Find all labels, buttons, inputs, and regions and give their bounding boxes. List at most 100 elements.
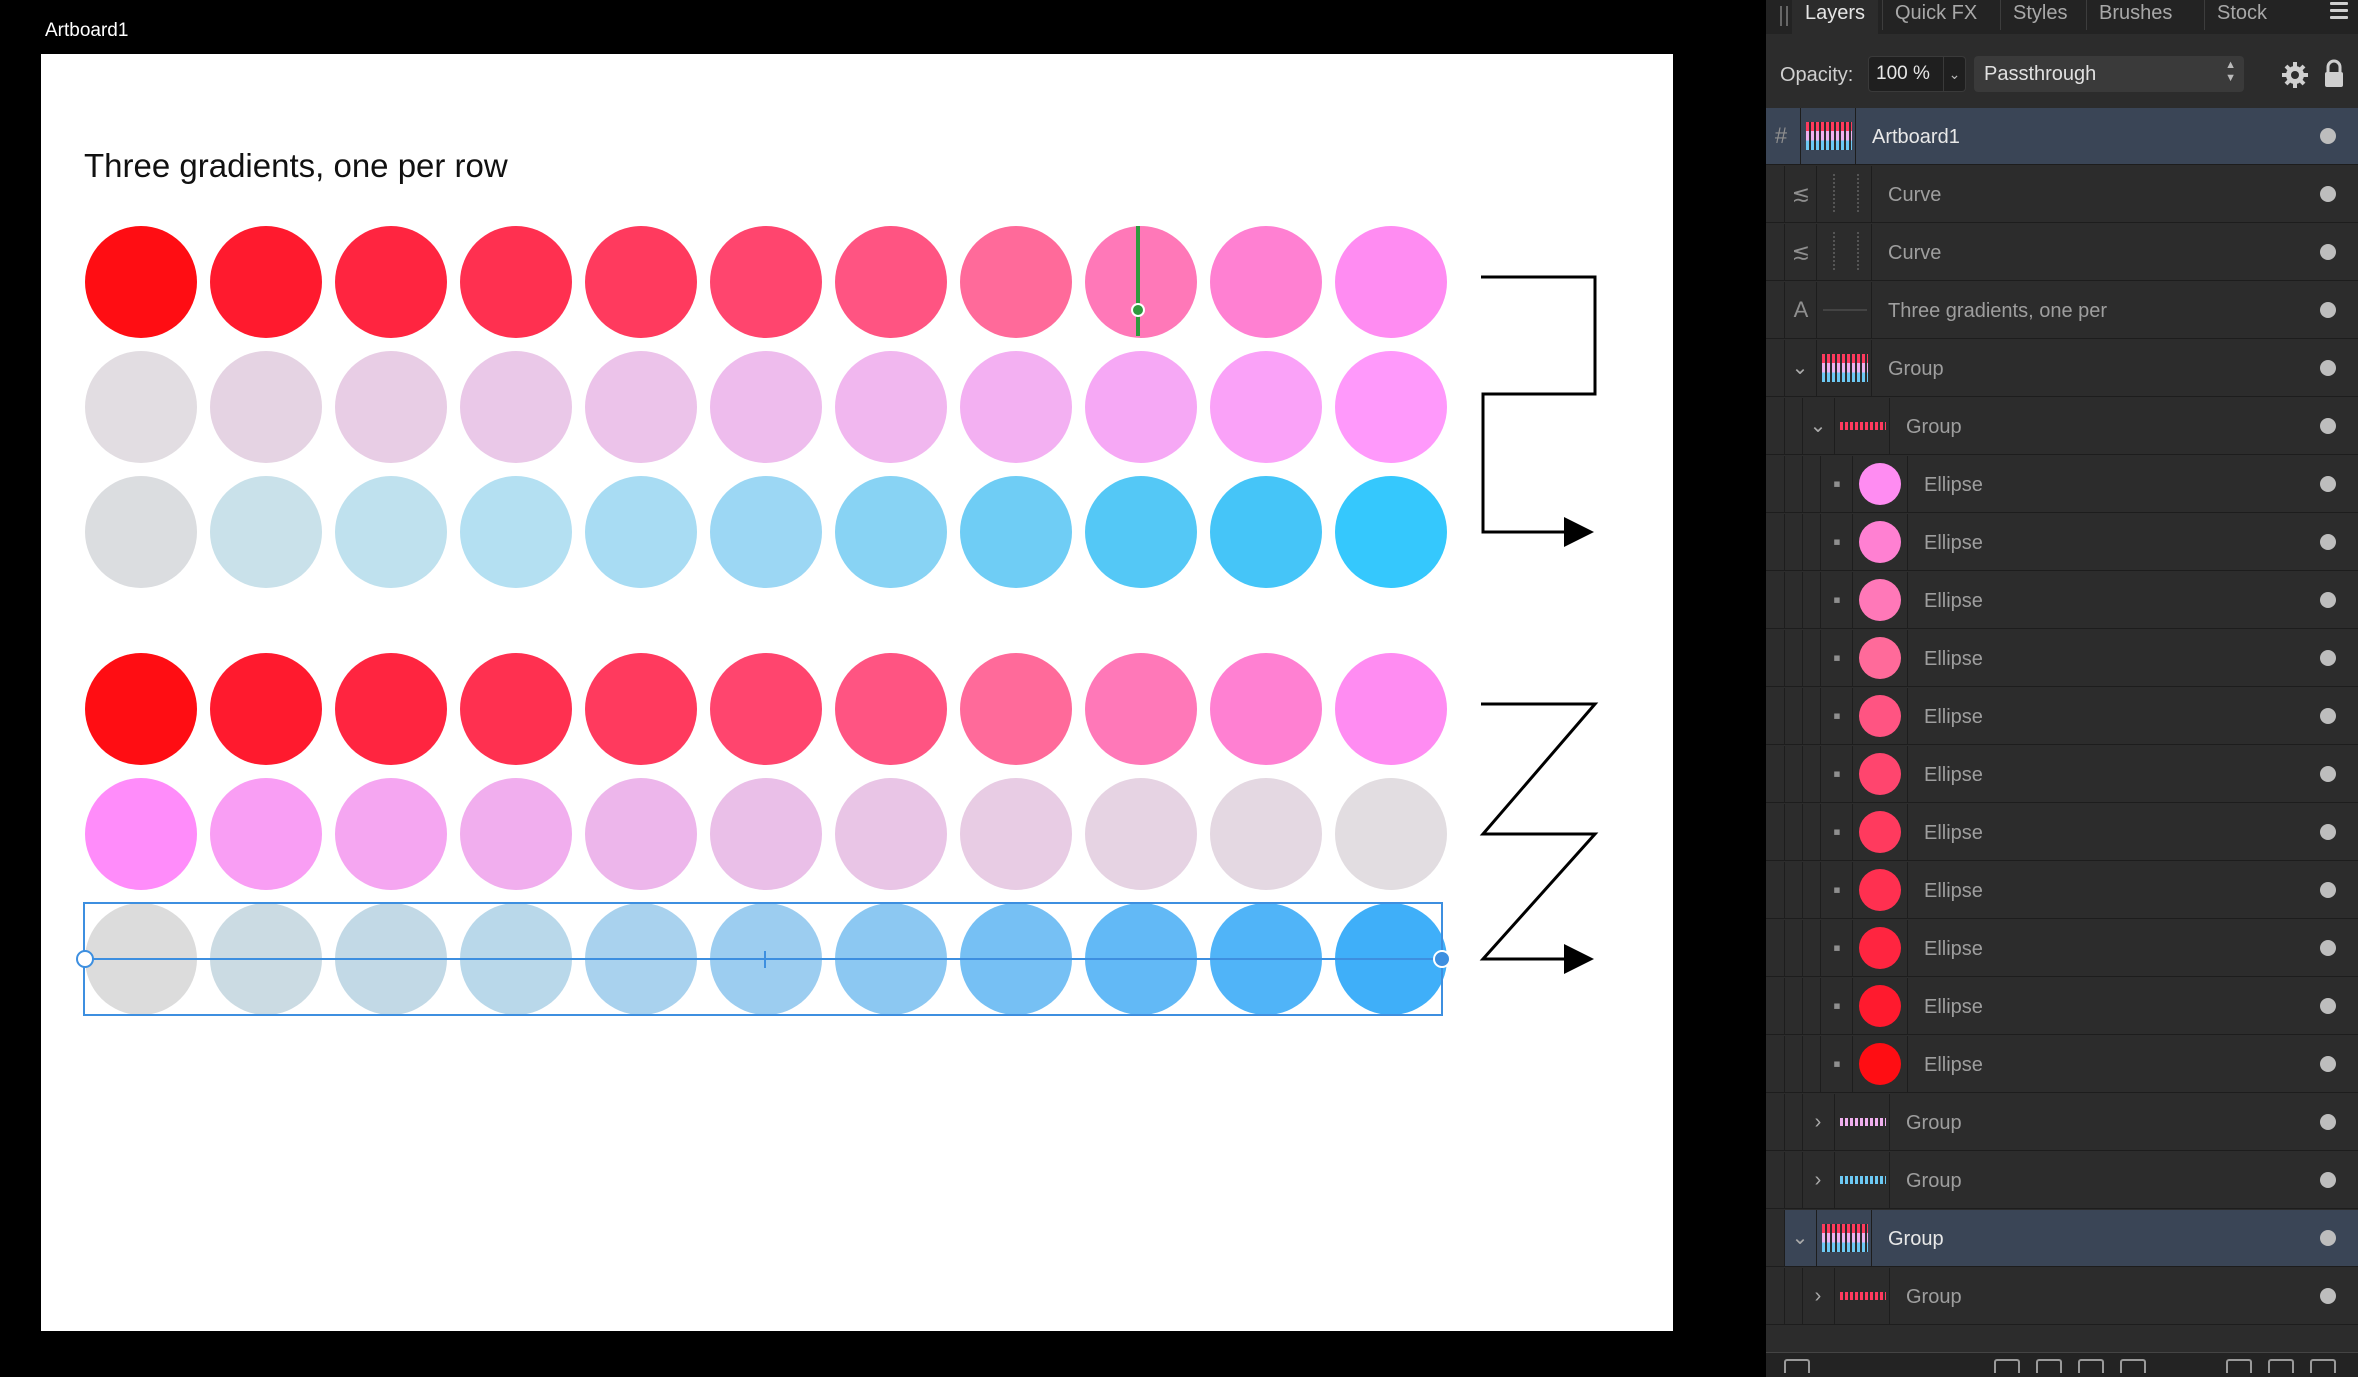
panel-grip-icon[interactable] — [1780, 6, 1788, 26]
gradient-circle[interactable] — [710, 778, 822, 890]
visibility-dot-icon[interactable] — [2320, 1114, 2336, 1130]
gradient-circle[interactable] — [85, 653, 197, 765]
footer-fx-icon[interactable] — [2078, 1359, 2104, 1373]
gradient-circle[interactable] — [710, 476, 822, 588]
gradient-circle[interactable] — [460, 778, 572, 890]
layer-name[interactable]: Three gradients, one per — [1888, 300, 2108, 322]
gradient-handle-vertical[interactable] — [1131, 226, 1145, 336]
visibility-dot-icon[interactable] — [2320, 476, 2336, 492]
visibility-dot-icon[interactable] — [2320, 940, 2336, 956]
layer-name[interactable]: Ellipse — [1924, 880, 1983, 902]
gradient-circle[interactable] — [1085, 476, 1197, 588]
layer-row-ellipse[interactable]: ▪ Ellipse — [1766, 978, 2358, 1035]
gradient-circle[interactable] — [585, 226, 697, 338]
gradient-circle[interactable] — [1085, 351, 1197, 463]
canvas-area[interactable]: Artboard1 Three gradients, one per row — [0, 0, 1766, 1376]
gradient-circle[interactable] — [960, 653, 1072, 765]
gradient-circle[interactable] — [335, 351, 447, 463]
gradient-circle[interactable] — [335, 778, 447, 890]
gradient-circle[interactable] — [710, 653, 822, 765]
layer-row-curve[interactable]: ≲ Curve — [1766, 224, 2358, 281]
layer-name[interactable]: Group — [1906, 1112, 1962, 1134]
gradient-circle[interactable] — [1335, 653, 1447, 765]
chevron-right-icon[interactable]: › — [1814, 1169, 1822, 1191]
layer-name[interactable]: Artboard1 — [1872, 126, 1960, 148]
chevron-down-icon[interactable]: ⌄ — [1791, 357, 1809, 379]
visibility-dot-icon[interactable] — [2320, 824, 2336, 840]
layer-list[interactable]: # Artboard1 ≲ Curve ≲ Curve A Three gradients, … — [1766, 108, 2358, 1352]
lock-icon[interactable] — [2322, 58, 2346, 90]
flow-curve-2[interactable] — [1479, 702, 1599, 961]
visibility-dot-icon[interactable] — [2320, 360, 2336, 376]
gradient-circle[interactable] — [335, 226, 447, 338]
visibility-dot-icon[interactable] — [2320, 1230, 2336, 1246]
layer-row-group[interactable]: › Group — [1766, 1152, 2358, 1209]
gradient-circle[interactable] — [835, 351, 947, 463]
gradient-circle[interactable] — [85, 226, 197, 338]
gradient-start-handle[interactable] — [76, 950, 94, 968]
layers-panel[interactable]: Layers Quick FX Styles Brushes Stock Opa… — [1766, 0, 2358, 1377]
gradient-circle[interactable] — [460, 476, 572, 588]
layer-name[interactable]: Ellipse — [1924, 996, 1983, 1018]
layer-row-group[interactable]: ⌄ Group — [1766, 340, 2358, 397]
panel-menu-icon[interactable] — [2330, 2, 2348, 22]
gradient-circle[interactable] — [210, 476, 322, 588]
visibility-dot-icon[interactable] — [2320, 766, 2336, 782]
artboard[interactable]: Three gradients, one per row — [41, 54, 1673, 1331]
gradient-circle[interactable] — [710, 351, 822, 463]
layer-name[interactable]: Ellipse — [1924, 764, 1983, 786]
layer-row-ellipse[interactable]: ▪ Ellipse — [1766, 630, 2358, 687]
visibility-dot-icon[interactable] — [2320, 186, 2336, 202]
visibility-dot-icon[interactable] — [2320, 302, 2336, 318]
gradient-circle[interactable] — [585, 476, 697, 588]
layer-row-ellipse[interactable]: ▪ Ellipse — [1766, 1036, 2358, 1093]
layer-row-ellipse[interactable]: ▪ Ellipse — [1766, 688, 2358, 745]
selection-box[interactable] — [76, 902, 1451, 1016]
tab-stock[interactable]: Stock — [2217, 2, 2268, 24]
gradient-circle[interactable] — [1085, 778, 1197, 890]
gradient-circle[interactable] — [85, 476, 197, 588]
flow-curve-1[interactable] — [1481, 275, 1597, 534]
gradient-circle[interactable] — [1210, 351, 1322, 463]
layer-row-text[interactable]: A Three gradients, one per — [1766, 282, 2358, 339]
visibility-dot-icon[interactable] — [2320, 708, 2336, 724]
chevron-right-icon[interactable]: › — [1814, 1111, 1822, 1133]
gradient-circle[interactable] — [585, 778, 697, 890]
footer-button-icon[interactable] — [1784, 1359, 1810, 1373]
opacity-input[interactable]: 100 % — [1868, 56, 1944, 92]
layer-row-curve[interactable]: ≲ Curve — [1766, 166, 2358, 223]
layer-row-ellipse[interactable]: ▪ Ellipse — [1766, 746, 2358, 803]
layer-name[interactable]: Group — [1906, 1170, 1962, 1192]
layer-row-ellipse[interactable]: ▪ Ellipse — [1766, 572, 2358, 629]
layer-name[interactable]: Ellipse — [1924, 706, 1983, 728]
visibility-dot-icon[interactable] — [2320, 592, 2336, 608]
gradient-circle[interactable] — [835, 778, 947, 890]
chevron-down-icon[interactable]: ⌄ — [1809, 415, 1827, 437]
layer-name[interactable]: Ellipse — [1924, 590, 1983, 612]
gradient-circle[interactable] — [460, 226, 572, 338]
visibility-dot-icon[interactable] — [2320, 244, 2336, 260]
visibility-dot-icon[interactable] — [2320, 128, 2336, 144]
layer-name[interactable]: Group — [1888, 1228, 1944, 1250]
gradient-circle[interactable] — [210, 778, 322, 890]
visibility-dot-icon[interactable] — [2320, 418, 2336, 434]
layer-name[interactable]: Group — [1906, 1286, 1962, 1308]
gradient-circle[interactable] — [1210, 476, 1322, 588]
tab-layers[interactable]: Layers — [1792, 0, 1879, 34]
layer-name[interactable]: Group — [1906, 416, 1962, 438]
footer-mask-icon[interactable] — [1994, 1359, 2020, 1373]
gradient-circle[interactable] — [960, 351, 1072, 463]
visibility-dot-icon[interactable] — [2320, 1288, 2336, 1304]
gradient-circle[interactable] — [710, 226, 822, 338]
blend-mode-select[interactable]: Passthrough ▲ ▼ — [1974, 56, 2244, 92]
gradient-circle[interactable] — [335, 476, 447, 588]
gradient-circle[interactable] — [1335, 351, 1447, 463]
gradient-circle[interactable] — [1335, 476, 1447, 588]
visibility-dot-icon[interactable] — [2320, 650, 2336, 666]
gradient-circle[interactable] — [835, 476, 947, 588]
heading-text[interactable]: Three gradients, one per row — [84, 147, 508, 184]
chevron-down-icon[interactable]: ⌄ — [1791, 1227, 1809, 1249]
gradient-circle[interactable] — [1335, 226, 1447, 338]
footer-adjust-icon[interactable] — [2036, 1359, 2062, 1373]
tab-quick-fx[interactable]: Quick FX — [1895, 2, 1978, 24]
